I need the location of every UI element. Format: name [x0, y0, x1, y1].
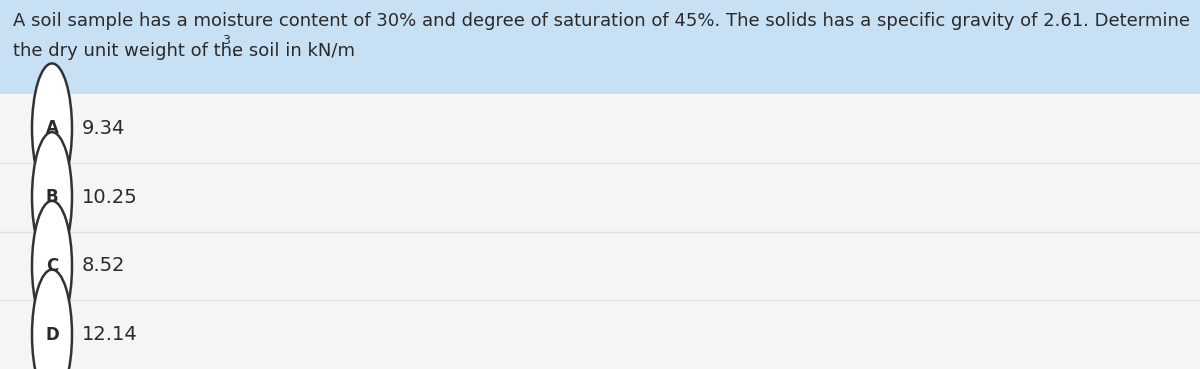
Text: C: C [46, 257, 58, 275]
Text: A: A [46, 120, 59, 138]
Text: B: B [46, 188, 59, 206]
FancyBboxPatch shape [0, 0, 1200, 94]
FancyBboxPatch shape [0, 300, 1200, 369]
Text: .: . [230, 42, 236, 60]
Text: 9.34: 9.34 [82, 119, 125, 138]
Ellipse shape [32, 201, 72, 331]
FancyBboxPatch shape [0, 232, 1200, 300]
Text: the dry unit weight of the soil in kN/m: the dry unit weight of the soil in kN/m [13, 42, 355, 60]
Text: A soil sample has a moisture content of 30% and degree of saturation of 45%. The: A soil sample has a moisture content of … [13, 12, 1190, 30]
Text: 8.52: 8.52 [82, 256, 126, 275]
Text: 12.14: 12.14 [82, 325, 138, 344]
FancyBboxPatch shape [0, 94, 1200, 163]
Text: D: D [46, 325, 59, 344]
Ellipse shape [32, 63, 72, 193]
Ellipse shape [32, 132, 72, 262]
Text: 10.25: 10.25 [82, 188, 138, 207]
Text: 3: 3 [222, 34, 230, 47]
Ellipse shape [32, 270, 72, 369]
FancyBboxPatch shape [0, 163, 1200, 232]
